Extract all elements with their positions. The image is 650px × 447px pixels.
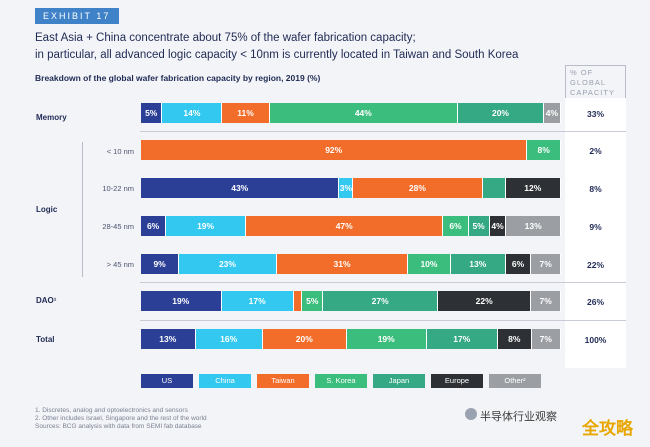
row-label-dao: DAO¹ [36,296,57,305]
bar-segment-taiwan-row-3: 47% [246,216,444,236]
legend-item-japan: Japan [373,374,425,388]
bar-segment-europe-row-4: 6% [505,254,532,274]
share-value-row-1: 2% [589,146,602,156]
bar-segment-china-row-4: 23% [179,254,277,274]
row-separator [140,282,626,283]
footnote-2: 2. Other includes Israel, Singapore and … [35,415,207,422]
bar-segment-china-row-2: 3% [339,178,354,198]
bar-segment-japan-row-2 [482,178,506,198]
share-value-row-4: 22% [586,260,604,270]
footnotes: 1. Discretes, analog and optoelectronics… [35,407,207,431]
bar-segment-skorea-row-3: 6% [443,216,469,236]
row-label-10-22nm: 10-22 nm [102,184,134,193]
legend-item-china: China [199,374,251,388]
bar-segment-china-row-5: 17% [221,291,294,311]
logic-bracket [82,142,89,277]
bar-segment-us-row-5: 19% [141,291,222,311]
legend-item-taiwan: Taiwan [257,374,309,388]
bar-segment-other-row-6: 7% [531,329,561,349]
bar-segment-japan-row-0: 20% [458,103,544,123]
share-value-row-6: 100% [584,335,607,345]
bar-segment-taiwan-row-4: 31% [276,254,409,274]
bar-segment-taiwan-row-6: 20% [262,329,347,349]
bar-segment-us-row-4: 9% [141,254,180,274]
bar-segment-taiwan-row-0: 11% [222,103,270,123]
legend-item-other: Other² [489,374,541,388]
row-separator [140,131,626,132]
footnote-sources: Sources: BCG analysis with data from SEM… [35,423,202,430]
bar-segment-skorea-row-0: 44% [269,103,459,123]
legend-item-europe: Europe [431,374,483,388]
share-column-panel [565,98,626,368]
footnote-1: 1. Discretes, analog and optoelectronics… [35,407,188,414]
bar-segment-other-row-5: 7% [531,291,561,311]
chart-title-line-2: in particular, all advanced logic capaci… [35,49,519,61]
row-label-28-45nm: 28-45 nm [102,222,134,231]
bar-segment-europe-row-2: 12% [505,178,561,198]
bar-segment-japan-row-5: 27% [323,291,438,311]
bar-segment-other-row-0: 4% [543,103,561,123]
bar-segment-us-row-6: 13% [141,329,196,349]
bar-segment-skorea-row-5: 5% [302,291,324,311]
bar-segment-china-row-0: 14% [162,103,223,123]
legend-item-us: US [141,374,193,388]
bar-segment-japan-row-4: 13% [450,254,506,274]
share-column-header: % OF GLOBAL CAPACITY [565,65,626,99]
bar-segment-japan-row-6: 17% [426,329,498,349]
bar-segment-taiwan-row-5 [293,291,303,311]
bar-segment-europe-row-6: 8% [498,329,532,349]
watermark-logo: 全攻略 [582,419,633,438]
bar-segment-taiwan-row-1: 92% [141,140,528,160]
bar-segment-us-row-2: 43% [141,178,340,198]
row-label-gt45nm: > 45 nm [106,260,134,269]
bar-segment-europe-row-3: 4% [489,216,507,236]
bar-segment-skorea-row-6: 19% [346,329,427,349]
bar-segment-other-row-4: 7% [531,254,561,274]
share-value-row-3: 9% [589,222,602,232]
bar-segment-other-row-3: 13% [506,216,561,236]
share-value-row-5: 26% [586,297,604,307]
bar-segment-us-row-3: 6% [141,216,167,236]
chart-title-line-1: East Asia + China concentrate about 75% … [35,32,416,44]
wechat-icon [465,408,477,420]
bar-segment-skorea-row-4: 10% [408,254,451,274]
legend-item-skorea: S. Korea [315,374,367,388]
chart-title: East Asia + China concentrate about 75% … [35,30,518,64]
row-label-total: Total [36,335,55,344]
bar-segment-china-row-3: 19% [166,216,246,236]
chart-subtitle: Breakdown of the global wafer fabricatio… [35,73,321,83]
bar-segment-japan-row-3: 5% [468,216,490,236]
row-label-memory: Memory [36,113,67,122]
bar-segment-europe-row-5: 22% [437,291,532,311]
bar-segment-us-row-0: 5% [141,103,163,123]
row-separator [140,320,626,321]
share-value-row-0: 33% [586,109,604,119]
bar-segment-china-row-6: 16% [195,329,263,349]
bar-segment-skorea-row-1: 8% [527,140,561,160]
share-value-row-2: 8% [589,184,602,194]
row-label-lt10nm: < 10 nm [106,147,134,156]
bar-segment-taiwan-row-2: 28% [353,178,483,198]
watermark-text: 半导体行业观察 [480,411,557,423]
exhibit-badge: EXHIBIT 17 [35,8,119,24]
row-label-logic: Logic [36,205,58,214]
